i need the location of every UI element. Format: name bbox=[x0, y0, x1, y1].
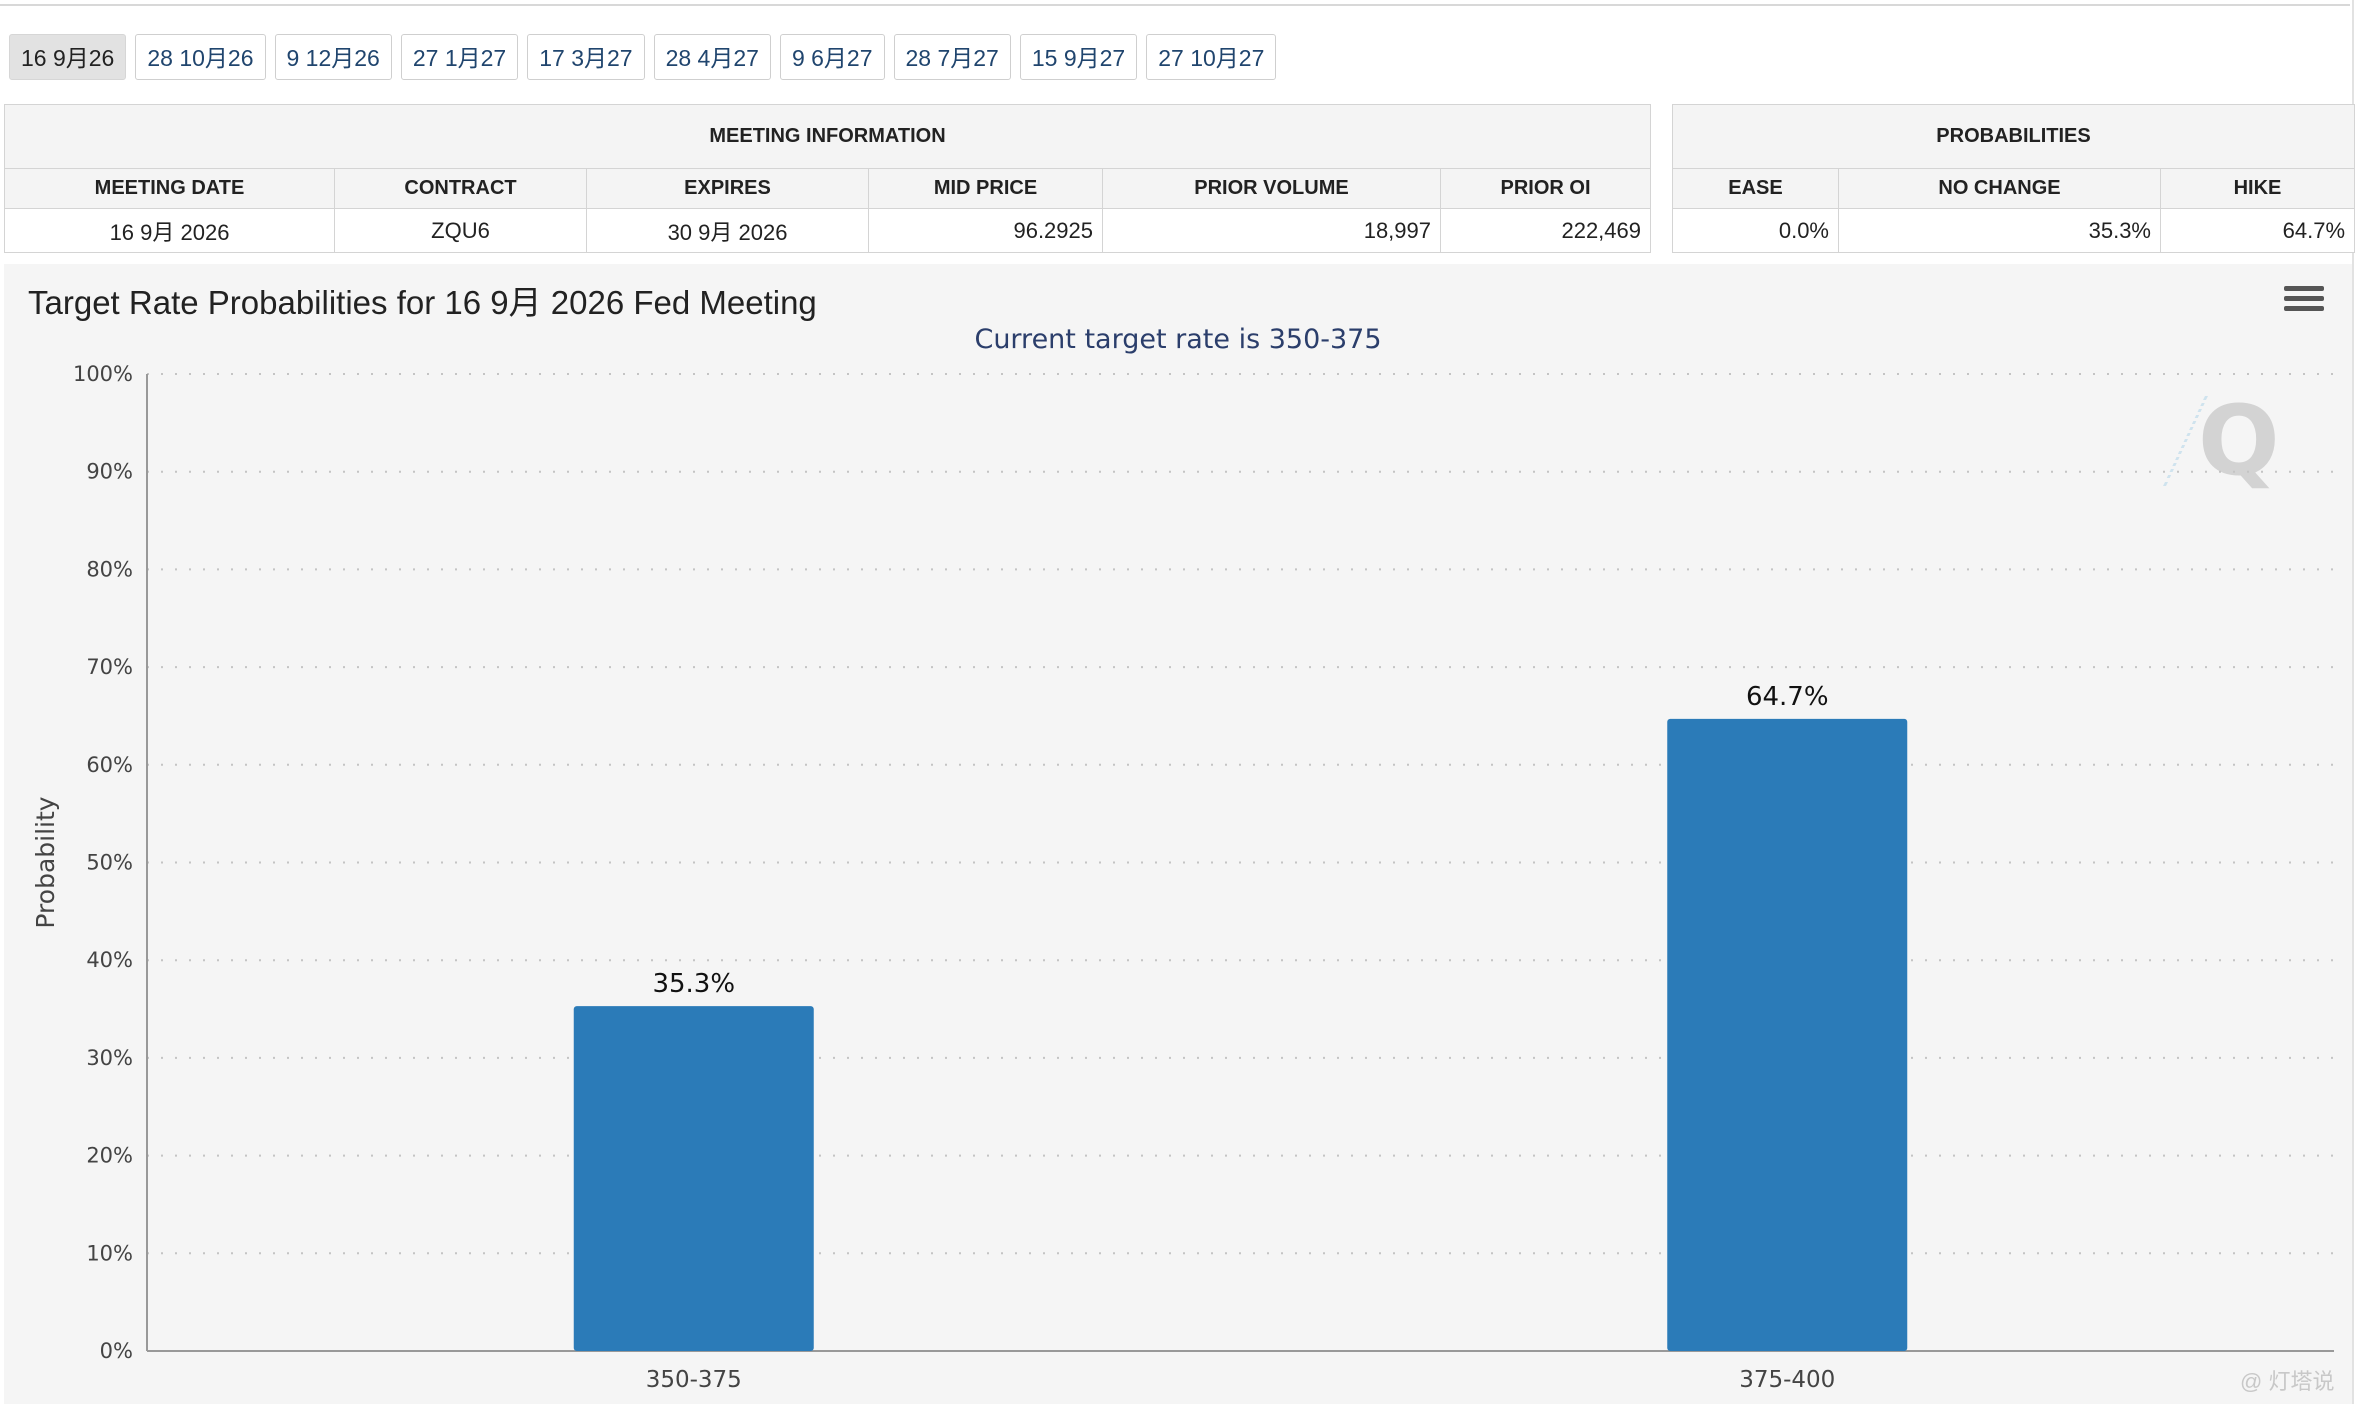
meeting-date-tab[interactable]: 17 3月27 bbox=[527, 34, 645, 80]
meeting-date-tab[interactable]: 28 7月27 bbox=[893, 34, 1011, 80]
y-tick-label: 20% bbox=[86, 1144, 133, 1168]
chart-plot-area: 0% 10% 20% 30% 40% 50% 60% 70% 80% 90% 100% Probabi… bbox=[31, 362, 2334, 1393]
y-tick-label: 100% bbox=[73, 362, 133, 386]
footer-watermark: @ 灯塔说 bbox=[2240, 1369, 2335, 1394]
right-scroll-edge bbox=[2352, 0, 2354, 1404]
probabilities-table: PROBABILITIES EASE NO CHANGE HIKE 0.0% 3… bbox=[1671, 104, 2356, 253]
y-tick-label: 30% bbox=[86, 1046, 133, 1070]
prior-oi-header: PRIOR OI bbox=[1440, 168, 1651, 209]
meeting-date-tab[interactable]: 15 9月27 bbox=[1019, 34, 1138, 80]
prior-volume-header: PRIOR VOLUME bbox=[1102, 168, 1441, 209]
y-tick-label: 80% bbox=[86, 557, 133, 581]
y-tick-label: 40% bbox=[86, 948, 133, 972]
meeting-date-tab[interactable]: 28 10月26 bbox=[135, 34, 266, 80]
bar bbox=[573, 1006, 814, 1351]
meeting-date-tabs: 16 9月26 28 10月26 9 12月26 27 1月27 17 3月27 28 4… bbox=[9, 34, 1277, 82]
bar-value-label: 64.7% bbox=[1746, 682, 1829, 712]
x-tick-label: 350-375 bbox=[646, 1367, 742, 1393]
y-tick-label: 90% bbox=[86, 460, 133, 484]
y-tick-label: 70% bbox=[86, 655, 133, 679]
meeting-date-value: 16 9月 2026 bbox=[4, 208, 335, 253]
meeting-information-table: MEETING INFORMATION MEETING DATE CONTRAC… bbox=[4, 104, 1651, 253]
chart-subtitle: Current target rate is 350-375 bbox=[974, 324, 1382, 355]
y-tick-label: 10% bbox=[86, 1241, 133, 1265]
expires-header: EXPIRES bbox=[586, 168, 869, 209]
meeting-date-tab[interactable]: 16 9月26 bbox=[9, 34, 127, 80]
y-tick-label: 60% bbox=[86, 753, 133, 777]
prior-volume-value: 18,997 bbox=[1102, 208, 1441, 253]
ease-header: EASE bbox=[1672, 168, 1839, 209]
probability-chart: Target Rate Probabilities for 16 9月 2026… bbox=[4, 264, 2352, 1404]
chart-title: Target Rate Probabilities for 16 9月 2026… bbox=[28, 284, 817, 321]
meeting-date-tab[interactable]: 9 12月26 bbox=[274, 34, 392, 80]
x-tick-label: 375-400 bbox=[1739, 1367, 1835, 1393]
hike-value: 64.7% bbox=[2159, 208, 2356, 253]
contract-value: ZQU6 bbox=[334, 208, 587, 253]
meeting-information-title: MEETING INFORMATION bbox=[4, 104, 1651, 169]
top-divider bbox=[0, 0, 2350, 6]
bar bbox=[1667, 718, 1908, 1351]
no-change-value: 35.3% bbox=[1838, 208, 2161, 253]
y-tick-label: 50% bbox=[86, 851, 133, 875]
y-axis-label: Probability bbox=[31, 796, 60, 928]
meeting-date-header: MEETING DATE bbox=[4, 168, 335, 209]
mid-price-value: 96.2925 bbox=[868, 208, 1103, 253]
y-tick-label: 0% bbox=[100, 1339, 133, 1363]
contract-header: CONTRACT bbox=[334, 168, 587, 209]
expires-value: 30 9月 2026 bbox=[586, 208, 869, 253]
q-watermark-logo: Q bbox=[2198, 386, 2308, 496]
prior-oi-value: 222,469 bbox=[1440, 208, 1651, 253]
hamburger-menu-icon[interactable] bbox=[2284, 286, 2324, 322]
meeting-date-tab[interactable]: 27 1月27 bbox=[400, 34, 519, 80]
ease-value: 0.0% bbox=[1672, 208, 1839, 253]
bar-value-label: 35.3% bbox=[652, 969, 735, 999]
probabilities-title: PROBABILITIES bbox=[1671, 104, 2356, 169]
hike-header: HIKE bbox=[2159, 168, 2356, 209]
meeting-date-tab[interactable]: 27 10月27 bbox=[1146, 34, 1277, 80]
no-change-header: NO CHANGE bbox=[1838, 168, 2161, 209]
mid-price-header: MID PRICE bbox=[868, 168, 1103, 209]
meeting-date-tab[interactable]: 28 4月27 bbox=[653, 34, 771, 80]
meeting-date-tab[interactable]: 9 6月27 bbox=[779, 34, 885, 80]
